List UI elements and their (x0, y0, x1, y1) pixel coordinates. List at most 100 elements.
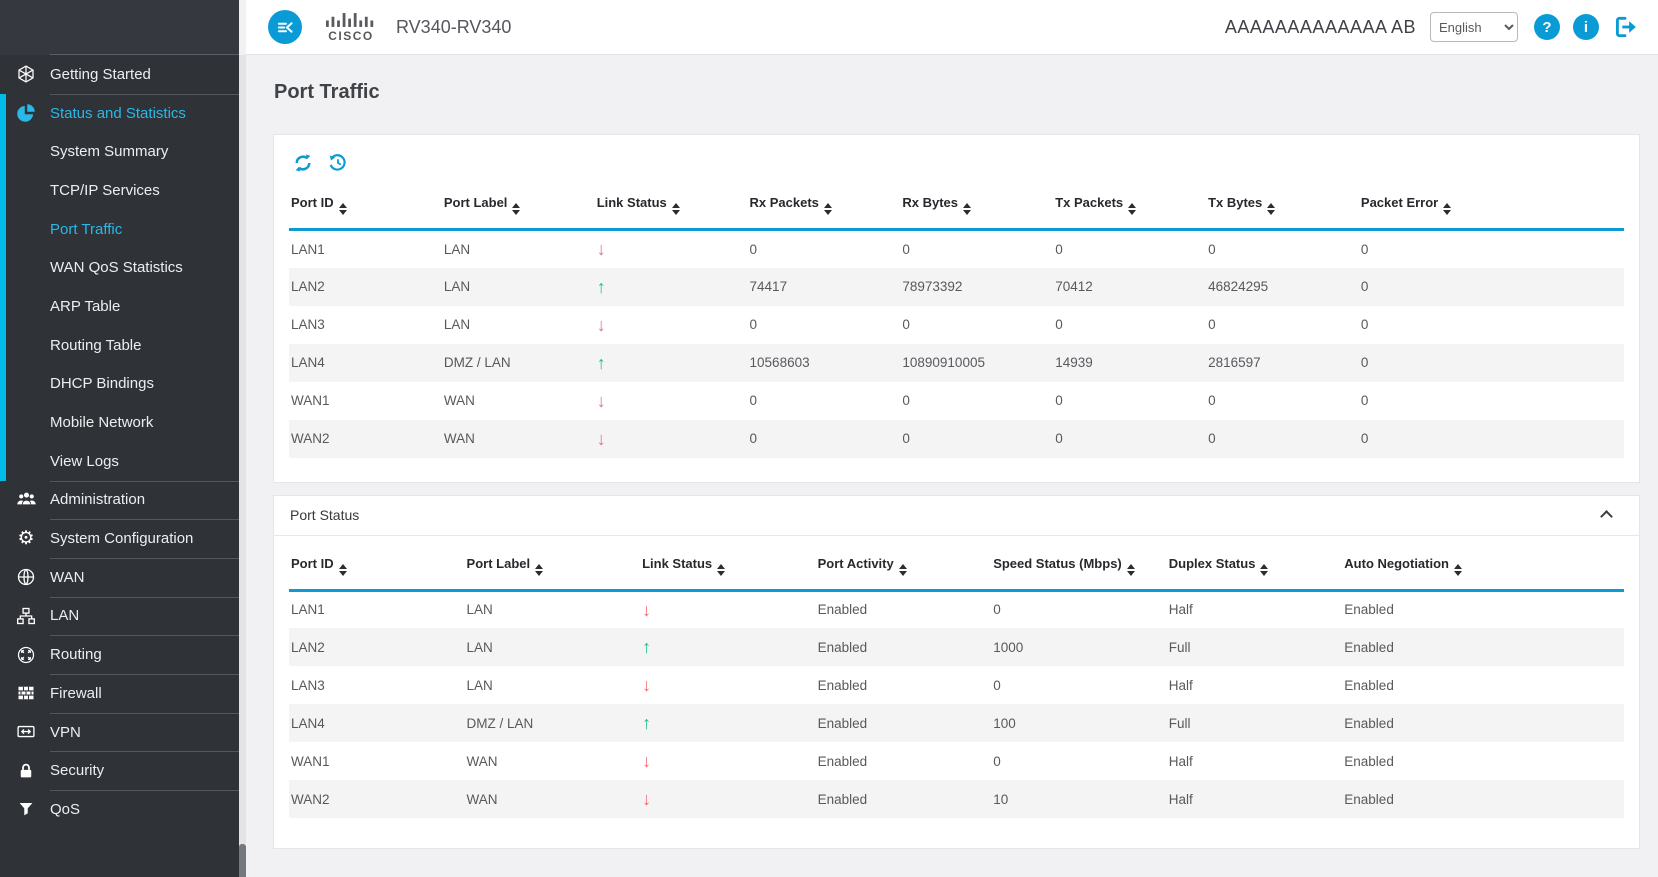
sidebar-item-administration[interactable]: Administration (0, 480, 239, 520)
collapse-menu-icon (277, 21, 293, 33)
sort-icon[interactable] (1443, 199, 1452, 219)
sidebar-item-system-configuration[interactable]: ⚙ System Configuration (0, 519, 239, 558)
link-status-arrow (642, 789, 651, 809)
help-icon[interactable]: ? (1534, 14, 1560, 40)
top-bar: CISCO RV340-RV340 AAAAAAAAAAAAA AB Engli… (246, 0, 1658, 55)
sidebar-item-vpn[interactable]: VPN (0, 712, 239, 752)
refresh-icon[interactable] (293, 153, 313, 173)
cisco-logo: CISCO (324, 12, 378, 43)
getting-started-icon (15, 63, 37, 85)
sort-icon[interactable] (717, 560, 726, 580)
link-status-arrow (642, 637, 651, 657)
port-status-card: Port Status Port ID Port Label Link Stat… (273, 494, 1640, 849)
firewall-icon (15, 682, 37, 704)
menu-toggle-button[interactable] (268, 10, 302, 44)
link-status-arrow (597, 429, 606, 449)
link-status-arrow (642, 675, 651, 695)
sidebar-item-arp-table[interactable]: ARP Table (50, 297, 121, 315)
reset-counters-icon[interactable] (328, 153, 348, 173)
column-header: Tx Bytes (1206, 181, 1359, 231)
sidebar-item-dhcp-bindings[interactable]: DHCP Bindings (50, 375, 154, 393)
column-header: Link Status (594, 181, 748, 231)
table-toolbar (289, 147, 1624, 181)
sidebar-scrollbar[interactable] (239, 55, 246, 877)
sidebar-scrollbar-thumb[interactable] (239, 844, 246, 877)
sort-icon[interactable] (338, 199, 347, 219)
sort-icon[interactable] (1267, 199, 1276, 219)
sort-icon[interactable] (1128, 199, 1137, 219)
sort-icon[interactable] (535, 560, 544, 580)
link-status-arrow (597, 277, 606, 297)
section-title: Port Status (290, 507, 360, 523)
main-content: Port Traffic Port ID Port Label Link Sta… (246, 55, 1658, 877)
sidebar-item-port-traffic[interactable]: Port Traffic (50, 220, 123, 238)
column-header: Packet Error (1358, 181, 1624, 231)
routing-icon (15, 644, 37, 666)
sidebar-top-band (0, 0, 239, 55)
sort-icon[interactable] (823, 199, 832, 219)
logged-in-username: AAAAAAAAAAAAA AB (1224, 16, 1416, 37)
sidebar-item-mobile-network[interactable]: Mobile Network (50, 414, 154, 432)
sort-icon[interactable] (1260, 560, 1269, 580)
info-icon[interactable]: i (1573, 14, 1599, 40)
sidebar-item-label: Status and Statistics (50, 104, 186, 122)
sidebar-item-status-and-statistics[interactable]: Status and Statistics (0, 93, 239, 133)
link-status-arrow (597, 315, 606, 335)
funnel-icon (15, 798, 37, 820)
column-header: Port Activity (815, 541, 992, 592)
sidebar-item-system-summary[interactable]: System Summary (50, 143, 169, 161)
link-status-arrow (597, 353, 606, 373)
link-status-arrow (597, 239, 606, 259)
column-header: Port ID (289, 181, 442, 231)
sidebar-item-routing-table[interactable]: Routing Table (50, 336, 142, 354)
sidebar-item-firewall[interactable]: Firewall (0, 674, 239, 713)
sort-icon[interactable] (898, 560, 907, 580)
collapse-chevron-icon[interactable] (1600, 508, 1615, 523)
sort-icon[interactable] (1126, 560, 1135, 580)
sidebar-item-view-logs[interactable]: View Logs (50, 452, 119, 470)
gear-icon: ⚙ (17, 528, 35, 550)
sort-icon[interactable] (1454, 560, 1462, 580)
port-traffic-card: Port ID Port Label Link Status Rx Packet… (273, 134, 1640, 483)
page-title: Port Traffic (274, 81, 380, 103)
network-tree-icon (15, 605, 37, 627)
sort-icon[interactable] (671, 199, 680, 219)
column-header: Speed Status (Mbps) (991, 541, 1167, 592)
port-status-section-header: Port Status (274, 496, 1639, 536)
port-status-table: Port ID Port Label Link Status Port Acti… (289, 541, 1624, 818)
sort-icon[interactable] (512, 199, 521, 219)
sidebar-item-wan-qos-statistics[interactable]: WAN QoS Statistics (50, 259, 183, 277)
active-section-indicator (0, 93, 6, 481)
column-header: Duplex Status (1166, 541, 1343, 592)
people-icon (15, 489, 37, 511)
sidebar: Getting Started Status and Statistics Sy… (0, 0, 239, 877)
globe-icon (15, 566, 37, 588)
sidebar-item-security[interactable]: Security (0, 751, 239, 790)
cisco-logo-bars (326, 12, 374, 27)
sort-icon[interactable] (963, 199, 972, 219)
sidebar-item-qos[interactable]: QoS (0, 790, 239, 829)
language-select[interactable]: English (1430, 12, 1518, 42)
sort-icon[interactable] (338, 560, 347, 580)
sidebar-item-tcpip-services[interactable]: TCP/IP Services (50, 181, 160, 199)
table-header-row: Port ID Port Label Link Status Rx Packet… (289, 181, 1624, 231)
sidebar-item-getting-started[interactable]: Getting Started (0, 55, 239, 94)
link-status-arrow (597, 391, 606, 411)
sidebar-item-wan[interactable]: WAN (0, 557, 239, 597)
column-header: Port Label (441, 181, 595, 231)
column-header: Auto Negotiation (1342, 541, 1624, 592)
sidebar-item-routing[interactable]: Routing (0, 635, 239, 674)
sidebar-item-lan[interactable]: LAN (0, 596, 239, 636)
column-header: Port ID (289, 541, 465, 592)
logout-icon[interactable] (1612, 13, 1640, 41)
